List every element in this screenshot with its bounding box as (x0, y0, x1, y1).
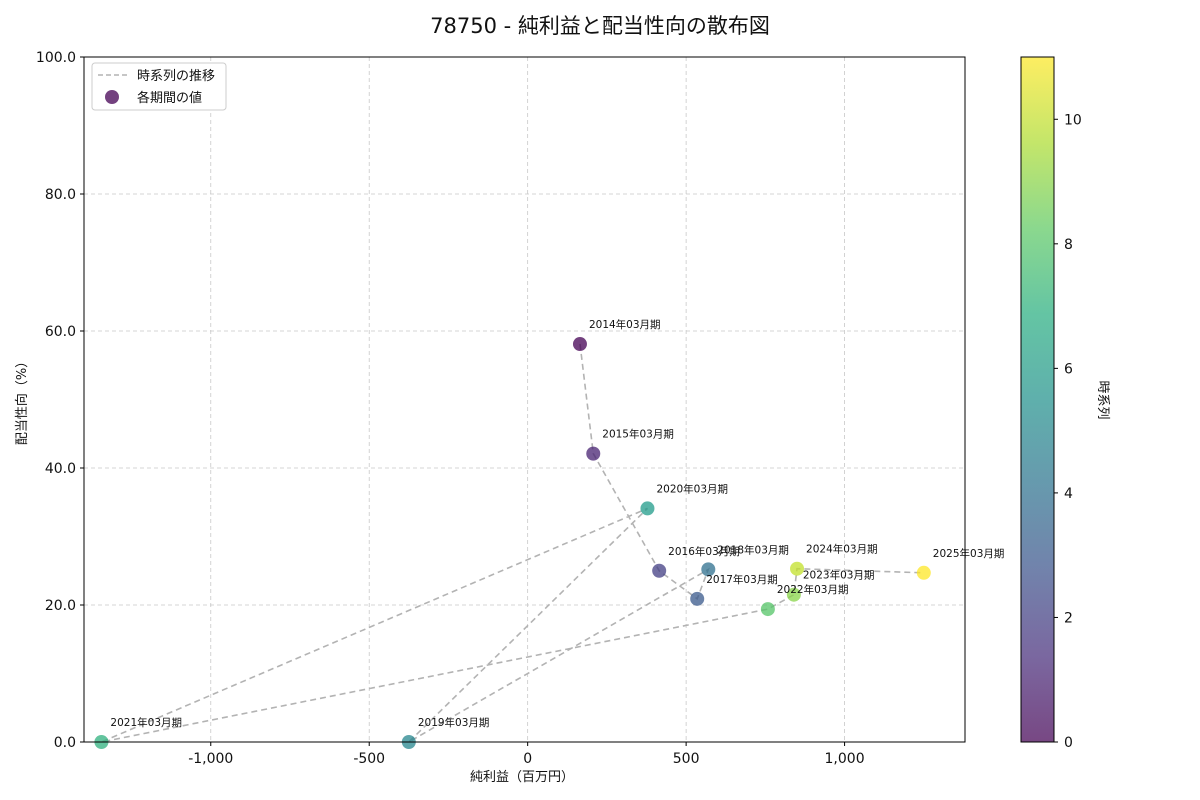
data-point (640, 501, 655, 516)
x-tick-label: -1,000 (188, 751, 233, 767)
x-axis-label: 純利益（百万円） (470, 770, 574, 785)
point-label: 2020年03月期 (656, 482, 728, 495)
point-label: 2016年03月期 (668, 545, 740, 558)
point-label: 2022年03月期 (777, 583, 849, 596)
data-point (586, 446, 601, 461)
x-axis-ticks: -1,000 -500 0 500 1,000 (188, 742, 865, 767)
y-tick-label: 0.0 (54, 735, 76, 751)
colorbar-tick-label: 4 (1064, 486, 1073, 502)
x-tick-label: -500 (353, 751, 385, 767)
point-label: 2015年03月期 (602, 428, 674, 441)
x-tick-label: 1,000 (825, 751, 865, 767)
trend-polyline (101, 343, 924, 743)
point-label: 2014年03月期 (589, 318, 661, 331)
point-label: 2017年03月期 (706, 573, 778, 586)
data-point (690, 591, 705, 606)
colorbar-tick-label: 10 (1064, 112, 1082, 128)
y-tick-label: 80.0 (45, 187, 76, 203)
legend: 時系列の推移 各期間の値 (91, 62, 227, 111)
chart-title: 78750 - 純利益と配当性向の散布図 (430, 14, 770, 38)
data-point (760, 602, 775, 617)
y-tick-label: 60.0 (45, 324, 76, 340)
point-label: 2025年03月期 (933, 547, 1005, 560)
data-point (701, 562, 716, 577)
point-label: 2021年03月期 (110, 716, 182, 729)
point-label: 2019年03月期 (418, 716, 490, 729)
data-point (786, 587, 801, 602)
legend-line-label: 時系列の推移 (137, 69, 215, 84)
data-point (572, 337, 587, 352)
y-tick-label: 20.0 (45, 598, 76, 614)
plot-frame (83, 56, 966, 743)
colorbar-label: 時系列 (1095, 380, 1110, 419)
colorbar: 0 2 4 6 8 10 時系列 (1020, 56, 1110, 751)
colorbar-tick-label: 2 (1064, 610, 1073, 626)
colorbar-tick-label: 0 (1064, 735, 1073, 751)
trend-line (101, 343, 924, 743)
data-point (652, 563, 667, 578)
colorbar-ticks: 0 2 4 6 8 10 (1054, 112, 1082, 751)
data-point (790, 561, 805, 576)
x-tick-label: 0 (523, 751, 532, 767)
y-axis-ticks: 0.0 20.0 40.0 60.0 80.0 100.0 (36, 50, 84, 751)
colorbar-tick-label: 8 (1064, 237, 1073, 253)
x-tick-label: 500 (673, 751, 700, 767)
point-label: 2023年03月期 (803, 569, 875, 582)
colorbar-tick-label: 6 (1064, 361, 1073, 377)
point-label: 2024年03月期 (806, 543, 878, 556)
data-points (94, 337, 931, 749)
y-tick-label: 100.0 (36, 50, 76, 66)
colorbar-gradient (1020, 56, 1055, 743)
grid (84, 56, 965, 743)
y-axis-label: 配当性向（%） (14, 355, 30, 445)
point-annotations: 2014年03月期 2015年03月期 2016年03月期 2017年03月期 2018… (110, 318, 1004, 729)
legend-point-label: 各期間の値 (137, 90, 202, 106)
y-tick-label: 40.0 (45, 461, 76, 477)
data-point (916, 565, 931, 580)
legend-point-swatch (105, 90, 119, 104)
point-label: 2018年03月期 (717, 543, 789, 556)
